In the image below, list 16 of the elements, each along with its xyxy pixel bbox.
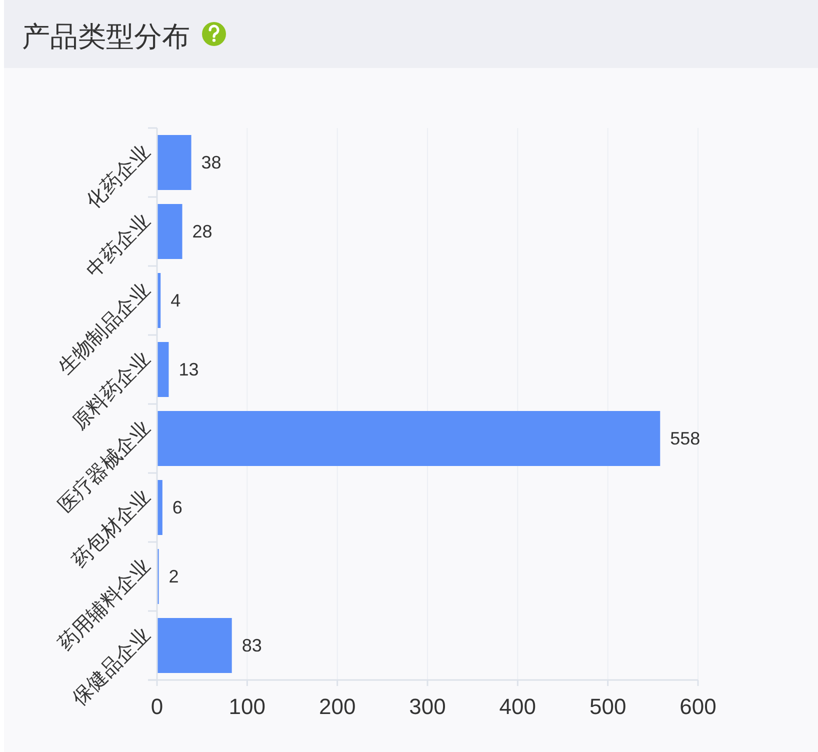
x-tick-label: 400 xyxy=(499,694,536,719)
x-tick-label: 600 xyxy=(680,694,716,719)
chart-title: 产品类型分布 xyxy=(22,21,190,52)
data-label: 2 xyxy=(168,566,179,586)
data-label: 28 xyxy=(192,222,212,242)
data-label: 83 xyxy=(242,636,262,656)
data-label: 38 xyxy=(201,152,222,172)
data-label: 4 xyxy=(170,290,181,310)
data-label: 558 xyxy=(670,428,700,448)
data-label: 6 xyxy=(172,498,182,518)
x-tick-label: 0 xyxy=(150,694,164,719)
x-tick-label: 200 xyxy=(318,694,356,719)
x-tick-label: 500 xyxy=(589,694,626,719)
x-tick-label: 300 xyxy=(409,694,446,719)
data-label: 13 xyxy=(178,360,199,380)
x-tick-label: 100 xyxy=(228,694,266,719)
